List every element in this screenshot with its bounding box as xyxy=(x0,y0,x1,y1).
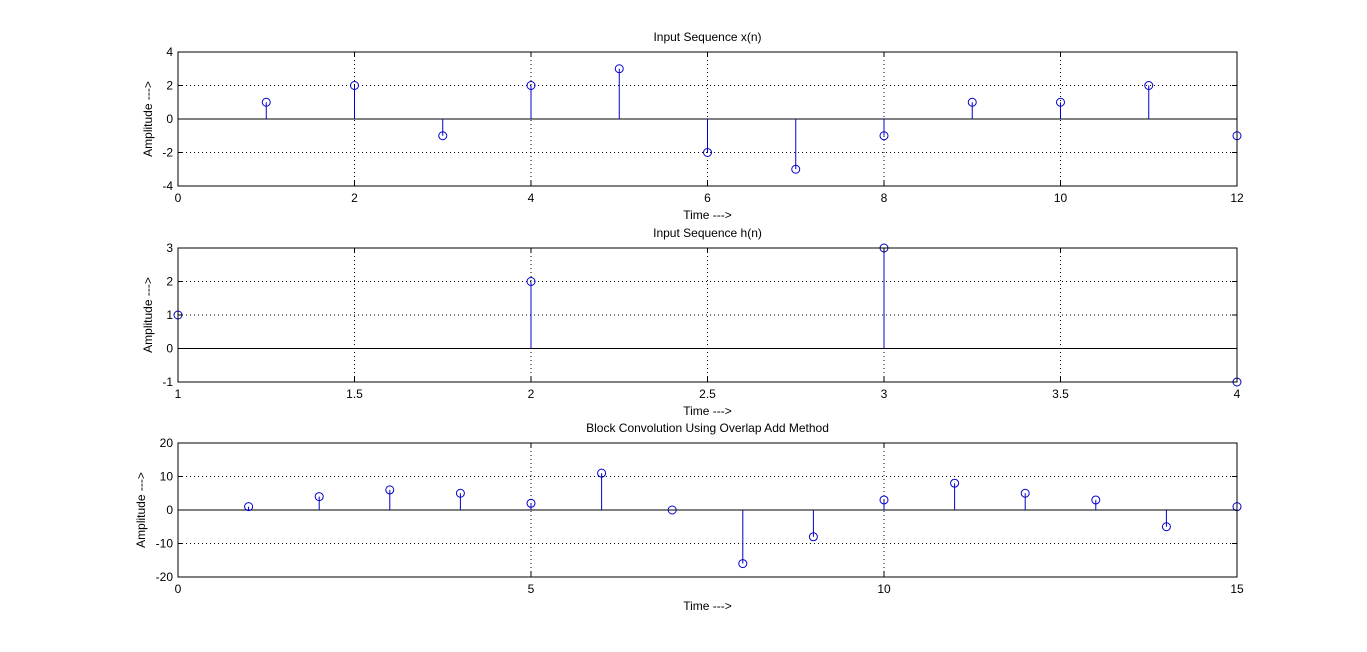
x-tick-label: 4 xyxy=(1234,387,1241,401)
y-tick-label: -1 xyxy=(162,375,173,389)
stem-marker xyxy=(703,148,712,157)
x-tick-label: 1.5 xyxy=(346,387,363,401)
stem-marker xyxy=(597,468,607,478)
x-axis-label: Time ---> xyxy=(683,599,732,613)
stem-marker xyxy=(879,495,889,505)
x-tick-label: 6 xyxy=(704,191,711,205)
stem-marker xyxy=(314,492,324,502)
stem-marker xyxy=(950,478,960,488)
x-tick-label: 2 xyxy=(528,387,535,401)
stem-marker xyxy=(1144,81,1154,90)
chart-title: Input Sequence h(n) xyxy=(653,226,762,240)
stem-marker xyxy=(1091,495,1101,505)
y-tick-label: 2 xyxy=(166,275,173,289)
y-axis-label: Amplitude ---> xyxy=(134,472,148,548)
x-tick-label: 2 xyxy=(351,191,358,205)
stem-marker xyxy=(1056,97,1065,107)
stem-marker xyxy=(667,505,677,515)
y-tick-label: 10 xyxy=(160,470,174,484)
stem-marker xyxy=(808,532,818,542)
x-tick-label: 15 xyxy=(1230,582,1244,596)
y-axis-label: Amplitude ---> xyxy=(141,81,155,157)
x-tick-label: 8 xyxy=(881,191,888,205)
stem-marker xyxy=(1161,522,1171,532)
x-tick-label: 10 xyxy=(877,582,891,596)
plot-block-convolution: 0 5 10 15 -20 -10 0 10 20 Block Convolution Using… xyxy=(134,421,1244,613)
x-tick-label: 3 xyxy=(881,387,888,401)
stem-marker xyxy=(738,559,748,569)
y-tick-label: 0 xyxy=(166,503,173,517)
stem-marker xyxy=(350,81,359,90)
x-tick-label: 3.5 xyxy=(1052,387,1069,401)
y-axis-label: Amplitude ---> xyxy=(141,277,155,353)
stem-marker xyxy=(1020,488,1030,498)
x-tick-label: 1 xyxy=(175,387,182,401)
chart-title: Block Convolution Using Overlap Add Meth… xyxy=(586,421,829,435)
x-tick-label: 0 xyxy=(175,191,182,205)
stem-marker xyxy=(526,498,536,508)
stem-marker xyxy=(438,131,448,141)
y-tick-label: -4 xyxy=(162,179,173,193)
x-tick-label: 2.5 xyxy=(699,387,716,401)
y-tick-label: 0 xyxy=(166,342,173,356)
stem-marker xyxy=(879,131,889,141)
stem-marker xyxy=(791,164,801,174)
stem-marker xyxy=(967,97,977,107)
stem-marker xyxy=(526,81,536,90)
y-tick-label: 20 xyxy=(160,436,174,450)
stem-marker xyxy=(614,64,624,74)
x-tick-label: 5 xyxy=(528,582,535,596)
stem-marker xyxy=(526,277,536,286)
y-tick-label: -10 xyxy=(156,537,174,551)
y-tick-label: 0 xyxy=(166,112,173,126)
y-tick-label: 3 xyxy=(166,241,173,255)
x-tick-label: 0 xyxy=(175,582,182,596)
x-tick-label: 10 xyxy=(1054,191,1068,205)
stem-marker xyxy=(455,488,465,498)
y-tick-label: 1 xyxy=(166,308,173,322)
x-axis-label: Time ---> xyxy=(683,404,732,418)
y-tick-label: -20 xyxy=(156,570,174,584)
x-tick-label: 4 xyxy=(528,191,535,205)
plot-input-sequence-x: 0 2 4 6 8 10 12 -4 -2 0 2 4 Input Sequence x(n) Time … xyxy=(141,30,1244,222)
x-tick-label: 12 xyxy=(1230,191,1244,205)
y-tick-label: 2 xyxy=(166,79,173,93)
stem-marker xyxy=(244,502,254,512)
plot-input-sequence-h: 1 1.5 2 2.5 3 3.5 4 -1 0 1 2 3 Input Sequence h(n) Ti… xyxy=(141,226,1242,418)
y-tick-label: -2 xyxy=(162,146,173,160)
stem-marker xyxy=(385,485,395,495)
x-axis-label: Time ---> xyxy=(683,208,732,222)
y-tick-label: 4 xyxy=(166,45,173,59)
stem-marker xyxy=(261,97,271,107)
chart-title: Input Sequence x(n) xyxy=(653,30,761,44)
